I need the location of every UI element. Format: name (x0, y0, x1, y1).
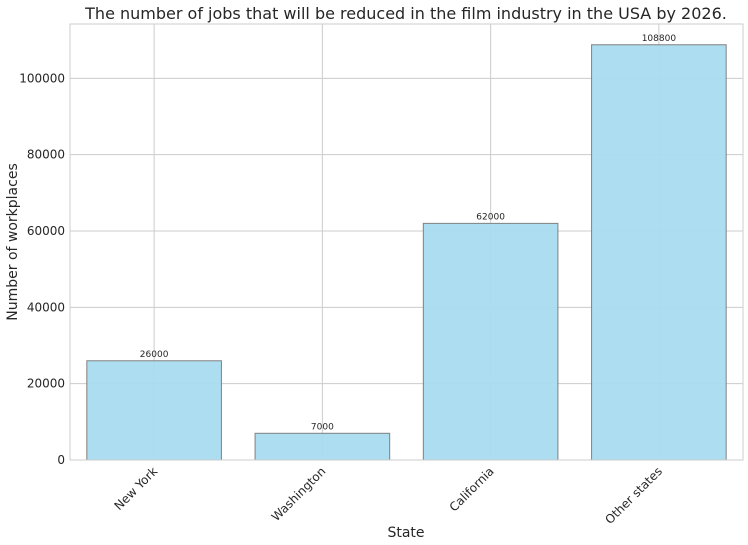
y-tick-label: 100000 (19, 71, 65, 85)
bar (591, 44, 727, 461)
bar (422, 222, 559, 461)
y-axis-ticks: 0 20000 40000 60000 80000 100000 (19, 71, 65, 467)
bar-value-label: 108800 (642, 34, 677, 44)
x-tick-label: Other states (602, 464, 665, 527)
chart-title: The number of jobs that will be reduced … (84, 4, 727, 23)
bars (86, 44, 727, 461)
x-axis-ticks: New York Washington California Other states (111, 464, 665, 527)
bar-value-label: 62000 (476, 212, 505, 222)
y-tick-label: 60000 (27, 224, 65, 238)
bar-value-label: 7000 (311, 422, 334, 432)
bar (86, 360, 222, 461)
y-tick-label: 40000 (27, 300, 65, 314)
bar (254, 432, 391, 461)
y-tick-label: 20000 (27, 377, 65, 391)
data-labels: 26000 7000 62000 108800 (140, 34, 677, 433)
x-axis-label: State (387, 525, 424, 541)
y-tick-label: 0 (57, 453, 65, 467)
bar-value-label: 26000 (140, 350, 169, 360)
x-tick-label: Washington (269, 464, 329, 524)
y-axis-label: Number of workplaces (5, 163, 21, 320)
x-tick-label: California (447, 464, 497, 514)
x-tick-label: New York (111, 464, 160, 513)
plot-frame (69, 23, 744, 461)
y-tick-label: 80000 (27, 148, 65, 162)
